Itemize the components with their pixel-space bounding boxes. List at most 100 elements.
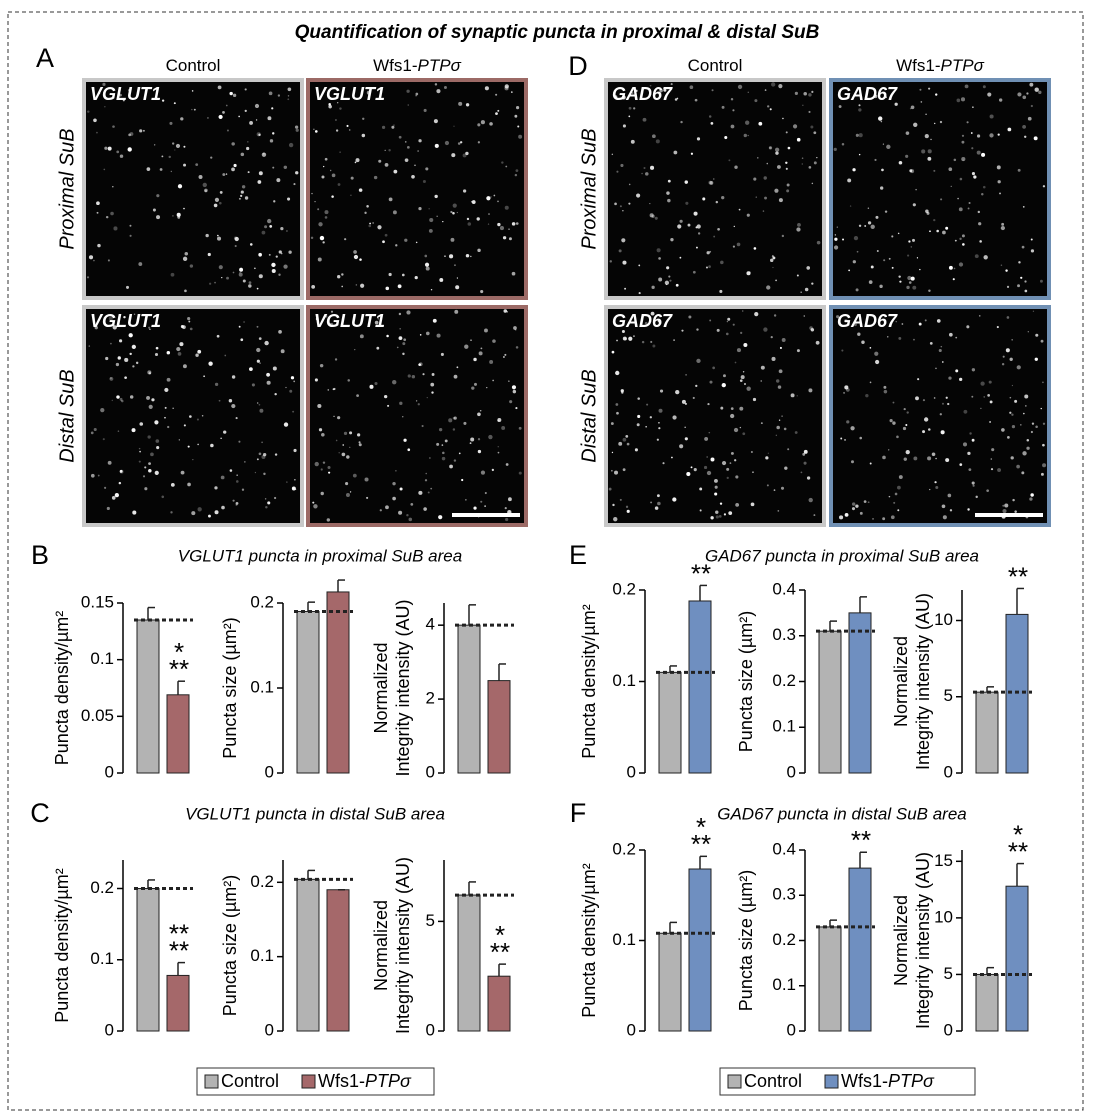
micrograph-punctum <box>225 104 228 107</box>
micrograph-punctum <box>684 180 688 184</box>
micrograph-punctum <box>257 402 259 404</box>
micrograph-punctum <box>622 468 626 472</box>
micrograph-punctum <box>873 94 878 99</box>
micrograph-punctum <box>968 468 972 472</box>
micrograph-punctum <box>415 95 417 97</box>
micrograph-punctum <box>337 416 341 420</box>
micrograph-punctum <box>124 357 129 363</box>
panel-letter: F <box>570 798 587 828</box>
micrograph-punctum <box>844 319 848 323</box>
y-axis-label: Puncta density/µm² <box>579 604 599 758</box>
micrograph-punctum <box>883 389 888 394</box>
micrograph-punctum <box>1011 413 1014 416</box>
y-tick-label: 0 <box>105 762 114 781</box>
micrograph-punctum <box>783 427 787 431</box>
micrograph-punctum <box>990 468 994 471</box>
micrograph-punctum <box>928 428 931 431</box>
micrograph-punctum <box>967 207 970 210</box>
chart-title: VGLUT1 puncta in proximal SuB area <box>178 546 462 565</box>
micrograph-punctum <box>115 362 120 367</box>
micrograph-punctum <box>635 89 638 93</box>
micrograph-punctum <box>986 489 990 492</box>
micrograph-punctum <box>679 444 684 449</box>
micrograph-punctum <box>396 346 399 349</box>
micrograph-punctum <box>280 226 284 231</box>
micrograph-punctum <box>658 257 661 260</box>
micrograph-punctum <box>110 211 114 216</box>
micrograph-punctum <box>491 468 495 472</box>
micrograph-punctum <box>207 252 211 257</box>
micrograph-punctum <box>116 395 120 399</box>
micrograph-punctum <box>456 211 458 214</box>
micrograph-punctum <box>971 395 974 398</box>
micrograph-punctum <box>714 485 718 489</box>
micrograph-punctum <box>464 344 469 349</box>
micrograph-punctum <box>909 169 913 173</box>
legend-swatch <box>727 1074 742 1089</box>
micrograph-punctum <box>971 147 974 150</box>
micrograph-punctum <box>273 200 276 203</box>
micrograph-punctum <box>800 471 803 474</box>
micrograph-punctum <box>107 259 110 262</box>
micrograph-punctum <box>256 347 261 353</box>
micrograph-punctum <box>112 186 114 188</box>
micrograph-punctum <box>782 117 784 120</box>
micrograph-punctum <box>907 254 910 257</box>
micrograph-punctum <box>659 389 664 393</box>
micrograph-punctum <box>655 139 660 144</box>
y-tick-label: 0.1 <box>612 671 636 690</box>
micrograph-punctum <box>619 498 622 501</box>
micrograph-punctum <box>174 149 176 151</box>
y-axis-label: Normalized <box>371 642 391 733</box>
micrograph-punctum <box>656 248 661 253</box>
micrograph-punctum <box>257 180 262 184</box>
micrograph-punctum <box>335 439 338 442</box>
micrograph-punctum <box>88 255 94 260</box>
y-tick-label: 0.2 <box>772 930 796 949</box>
micrograph-punctum <box>377 225 382 230</box>
micrograph-punctum <box>896 435 899 439</box>
micrograph-punctum <box>618 441 623 446</box>
micrograph-punctum <box>767 105 770 108</box>
micrograph-punctum <box>707 402 710 406</box>
micrograph-punctum <box>490 196 492 198</box>
micrograph-punctum <box>1029 82 1034 87</box>
micrograph-punctum <box>833 245 839 250</box>
micrograph-punctum <box>929 230 931 233</box>
micrograph-punctum <box>1022 451 1027 456</box>
micrograph-punctum <box>286 481 288 483</box>
y-axis-label: Puncta density/µm² <box>52 868 72 1022</box>
micrograph-punctum <box>622 437 627 442</box>
micrograph-punctum <box>480 470 486 475</box>
micrograph-punctum <box>258 452 262 456</box>
micrograph-punctum <box>148 326 151 329</box>
micrograph-punctum <box>392 496 396 501</box>
micrograph-punctum <box>1027 116 1032 121</box>
micrograph-punctum <box>753 177 757 181</box>
legend-box <box>719 1067 976 1096</box>
micrograph-punctum <box>672 497 677 502</box>
micrograph-punctum <box>794 91 798 95</box>
micrograph-punctum <box>773 314 777 317</box>
micrograph-punctum <box>422 373 425 376</box>
y-tick-label: 0.1 <box>772 975 796 994</box>
micrograph-punctum <box>935 93 938 96</box>
micrograph-punctum <box>231 403 236 409</box>
y-tick-label: 0 <box>944 1020 953 1039</box>
micrograph-punctum <box>717 227 720 231</box>
micrograph-punctum <box>997 468 1002 472</box>
micrograph-punctum <box>656 494 660 498</box>
micrograph-punctum <box>667 198 671 203</box>
micrograph-punctum <box>267 116 272 121</box>
micrograph-punctum <box>310 236 314 240</box>
micrograph-punctum <box>511 385 517 390</box>
micrograph-punctum <box>742 371 745 373</box>
micrograph-punctum <box>803 449 808 454</box>
micrograph-punctum <box>364 477 369 482</box>
micrograph-punctum <box>269 225 273 228</box>
micrograph-punctum <box>166 350 171 355</box>
micrograph-punctum <box>709 319 712 322</box>
micrograph-punctum <box>232 271 235 274</box>
micrograph-punctum <box>800 291 802 293</box>
